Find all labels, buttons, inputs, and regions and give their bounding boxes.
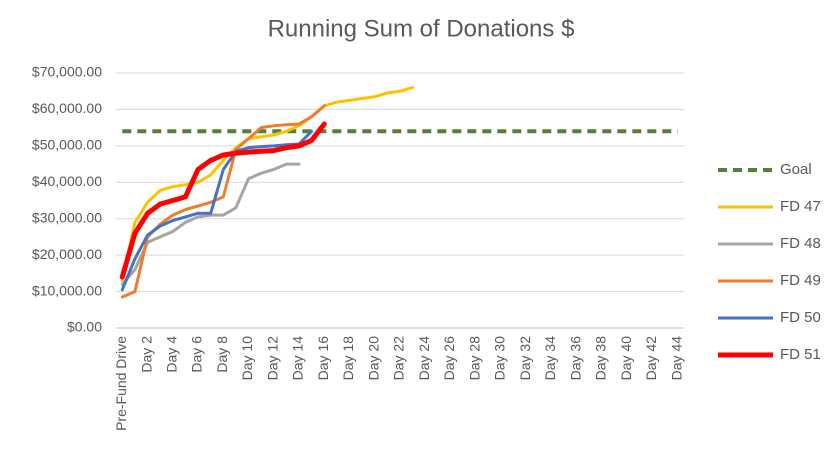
x-tick-label: Day 32 <box>517 336 533 381</box>
x-tick-label: Day 10 <box>239 336 255 381</box>
x-tick-label: Day 34 <box>542 336 558 381</box>
y-tick-label: $40,000.00 <box>32 173 102 189</box>
legend-label: FD 50 <box>780 309 821 326</box>
x-tick-label: Pre-Fund Drive <box>113 336 129 431</box>
x-tick-label: Day 24 <box>416 336 432 381</box>
series-line <box>119 121 327 280</box>
series-line <box>120 86 415 283</box>
x-tick-label: Day 14 <box>290 336 306 381</box>
legend-label: Goal <box>780 161 812 178</box>
series-line <box>120 162 301 286</box>
y-tick-label: $20,000.00 <box>32 246 102 262</box>
chart-title: Running Sum of Donations $ <box>268 15 575 42</box>
x-tick-label: Day 8 <box>214 336 230 373</box>
y-tick-label: $10,000.00 <box>32 282 102 298</box>
x-tick-label: Day 36 <box>567 336 583 381</box>
x-tick-label: Day 42 <box>643 336 659 381</box>
x-tick-label: Day 2 <box>138 336 154 373</box>
x-tick-label: Day 30 <box>492 336 508 381</box>
x-tick-label: Day 26 <box>441 336 457 381</box>
y-tick-label: $30,000.00 <box>32 209 102 225</box>
x-tick-label: Day 28 <box>466 336 482 381</box>
x-tick-label: Day 12 <box>264 336 280 381</box>
legend-label: FD 47 <box>780 198 821 215</box>
legend-label: FD 48 <box>780 235 821 252</box>
x-tick-label: Day 20 <box>365 336 381 381</box>
x-tick-label: Day 16 <box>315 336 331 381</box>
y-tick-label: $0.00 <box>67 319 102 335</box>
y-tick-label: $60,000.00 <box>32 100 102 116</box>
x-tick-label: Day 44 <box>668 336 684 381</box>
x-tick-label: Day 4 <box>164 336 180 373</box>
x-tick-label: Day 18 <box>340 336 356 381</box>
legend-label: FD 49 <box>780 272 821 289</box>
x-tick-label: Day 40 <box>618 336 634 381</box>
series-line <box>120 129 314 292</box>
x-tick-label: Day 38 <box>593 336 609 381</box>
x-tick-label: Day 6 <box>189 336 205 373</box>
legend-label: FD 51 <box>780 346 821 363</box>
x-tick-label: Day 22 <box>391 336 407 381</box>
series-line <box>120 104 326 299</box>
y-tick-label: $50,000.00 <box>32 137 102 153</box>
y-tick-label: $70,000.00 <box>32 64 102 80</box>
